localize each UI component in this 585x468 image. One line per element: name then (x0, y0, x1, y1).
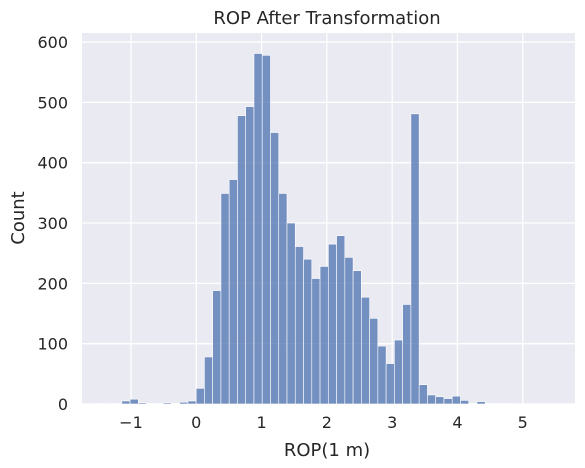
histogram-bar (195, 388, 205, 405)
histogram-bar (162, 402, 172, 405)
histogram-bar (204, 356, 213, 405)
histogram-bar (468, 403, 478, 405)
histogram-bar (410, 113, 420, 405)
histogram-bar (171, 403, 180, 405)
x-tick-label: −1 (119, 413, 143, 432)
x-tick-label: 1 (256, 413, 266, 432)
histogram-bar (294, 246, 304, 405)
histogram-bar (286, 222, 296, 405)
histogram-bar (476, 401, 486, 405)
x-tick-label: 3 (387, 413, 397, 432)
histogram-bar (402, 304, 412, 405)
histogram-bar (220, 193, 230, 405)
y-tick-label: 300 (37, 214, 68, 233)
histogram-bar (270, 132, 280, 405)
histogram-bar (121, 400, 131, 405)
y-axis-ticks: 0 100 200 300 400 500 600 (37, 33, 68, 414)
x-tick-label: 4 (452, 413, 462, 432)
histogram-bar (460, 400, 470, 405)
histogram-bar (394, 339, 403, 405)
histogram-bar (451, 395, 461, 405)
histogram-bar (418, 384, 428, 405)
histogram-bar (501, 403, 511, 405)
histogram-bar (96, 403, 106, 405)
histogram-bar (245, 106, 255, 405)
histogram-bar (138, 402, 147, 405)
chart-title: ROP After Transformation (213, 8, 440, 29)
histogram-bar (484, 403, 494, 405)
histogram-bar (113, 403, 123, 405)
y-axis-title: Count (8, 191, 29, 244)
x-axis-title: ROP(1 m) (284, 440, 370, 461)
histogram-bar (212, 290, 222, 405)
histogram-bar (278, 193, 288, 405)
x-tick-label: 2 (322, 413, 332, 432)
histogram-bar (443, 398, 453, 405)
histogram-bar (435, 396, 445, 405)
x-tick-label: 0 (191, 413, 201, 432)
histogram-bar (344, 257, 354, 405)
histogram-bar (385, 363, 395, 405)
histogram-bar (377, 345, 387, 405)
histogram-bar (237, 115, 247, 405)
histogram-bar (154, 403, 164, 405)
histogram-bar (427, 394, 436, 405)
histogram-bar (261, 55, 271, 405)
histogram-bar (328, 243, 337, 405)
histogram-bar (336, 235, 346, 405)
histogram-bar (352, 270, 362, 405)
histogram-bar (311, 278, 321, 405)
histogram-bar (303, 258, 313, 405)
histogram-bar (129, 398, 139, 405)
y-tick-label: 600 (37, 33, 68, 52)
histogram-bar (369, 318, 379, 405)
histogram-bar (187, 400, 197, 405)
histogram-bar (179, 401, 189, 405)
y-tick-label: 100 (37, 335, 68, 354)
histogram-bar (228, 179, 238, 405)
histogram-bar (146, 403, 156, 405)
histogram-bar (319, 266, 329, 405)
y-tick-label: 500 (37, 93, 68, 112)
y-tick-label: 400 (37, 154, 68, 173)
histogram-bar (253, 53, 263, 405)
histogram-bars (96, 53, 511, 405)
y-tick-label: 200 (37, 274, 68, 293)
histogram-bar (361, 296, 370, 405)
x-axis-ticks: −1 0 1 2 3 4 5 (119, 413, 528, 432)
y-tick-label: 0 (58, 395, 68, 414)
x-tick-label: 5 (518, 413, 528, 432)
histogram-bar (493, 403, 503, 405)
